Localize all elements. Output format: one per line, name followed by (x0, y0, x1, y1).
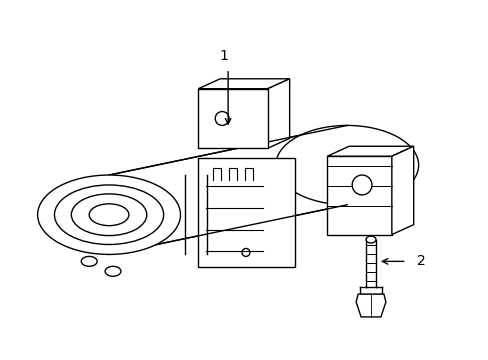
Polygon shape (109, 125, 346, 255)
Text: 2: 2 (416, 255, 425, 268)
Polygon shape (391, 146, 413, 235)
Polygon shape (326, 146, 413, 156)
Ellipse shape (81, 256, 97, 266)
Ellipse shape (351, 175, 371, 195)
Polygon shape (198, 158, 294, 267)
Polygon shape (198, 89, 267, 148)
Polygon shape (267, 79, 289, 148)
Polygon shape (198, 79, 289, 89)
Polygon shape (355, 294, 385, 317)
Polygon shape (326, 156, 391, 235)
Text: 1: 1 (219, 49, 228, 63)
Ellipse shape (105, 266, 121, 276)
Ellipse shape (38, 175, 180, 255)
Ellipse shape (366, 236, 375, 243)
Ellipse shape (275, 125, 418, 205)
